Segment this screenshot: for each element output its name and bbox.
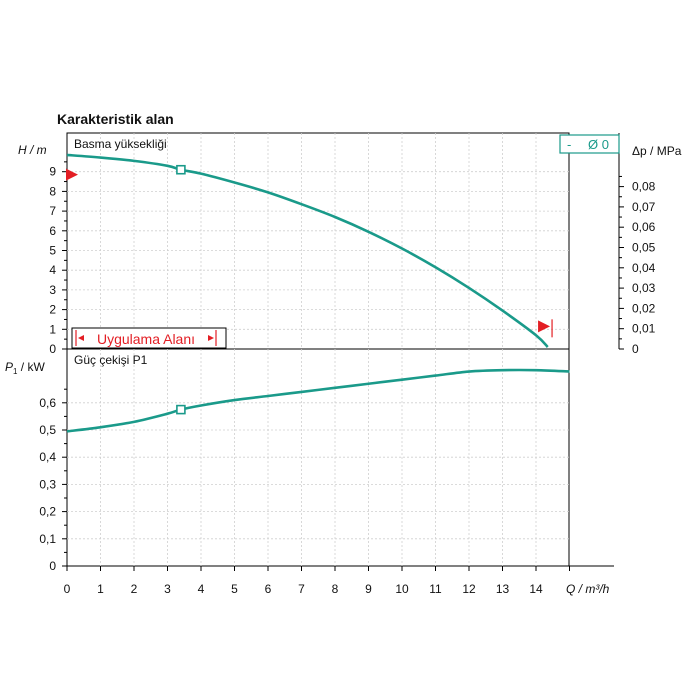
bottom-y-tick-labels: 0 0,1 0,2 0,3 0,4 0,5 0,6	[39, 396, 56, 573]
right-tick-label: 0,07	[632, 200, 656, 214]
x-tick-label: 1	[97, 582, 104, 596]
top-plot-frame	[66, 132, 570, 350]
top-y-tick-label: 6	[49, 224, 56, 238]
tick-marks	[62, 161, 624, 571]
series-legend: - Ø 0	[559, 134, 620, 154]
top-y-tick-label: 9	[49, 165, 56, 179]
operating-point-power	[176, 404, 186, 415]
top-y-tick-label: 3	[49, 283, 56, 297]
x-tick-label: 14	[529, 582, 543, 596]
x-tick-labels: 0 1 2 3 4 5 6 7 8 9 10 11 12 13 14	[64, 582, 543, 596]
top-y-tick-label: 0	[49, 342, 56, 356]
top-y-tick-label: 5	[49, 244, 56, 258]
top-y-tick-label: 2	[49, 303, 56, 317]
chart-title: Karakteristik alan	[57, 111, 174, 127]
right-tick-label: 0,08	[632, 180, 656, 194]
top-panel-label: Basma yüksekliği	[74, 137, 167, 151]
right-tick-label: 0,02	[632, 301, 656, 315]
right-marker-icon	[538, 320, 551, 333]
x-tick-label: 7	[298, 582, 305, 596]
x-tick-label: 9	[365, 582, 372, 596]
application-area-frame	[71, 327, 227, 349]
legend-dash: -	[567, 137, 571, 152]
right-tick-label: 0,05	[632, 241, 656, 255]
top-y-tick-labels: 0 1 2 3 4 5 6 7 8 9	[49, 165, 56, 356]
x-tick-label: 13	[496, 582, 510, 596]
top-y-tick-label: 8	[49, 184, 56, 198]
arrow-left-icon	[78, 335, 84, 341]
application-area-box: Uygulama Alanı	[71, 327, 227, 349]
bottom-y-tick-label: 0	[49, 559, 56, 573]
bottom-y-axis-label: P1 / kW	[5, 360, 45, 376]
x-tick-label: 5	[231, 582, 238, 596]
x-tick-label: 12	[462, 582, 476, 596]
right-tick-label: 0,06	[632, 220, 656, 234]
operating-point-head	[176, 164, 186, 175]
x-tick-label: 6	[265, 582, 272, 596]
top-y-tick-label: 1	[49, 322, 56, 336]
grid-lines	[67, 133, 569, 566]
left-marker-icon	[66, 168, 78, 181]
head-curve	[66, 153, 549, 348]
x-tick-label: 0	[64, 582, 71, 596]
top-y-tick-label: 7	[49, 204, 56, 218]
top-right-tick-labels: 0 0,01 0,02 0,03 0,04 0,05 0,06 0,07 0,08	[632, 180, 656, 356]
right-tick-label: 0,03	[632, 281, 656, 295]
right-axis-label: Δp / MPa	[632, 144, 682, 158]
x-tick-label: 4	[198, 582, 205, 596]
application-area-label: Uygulama Alanı	[97, 331, 195, 347]
legend-label: Ø 0	[588, 137, 609, 152]
bottom-plot-frame	[66, 348, 570, 567]
bottom-panel-label: Güç çekişi P1	[74, 353, 148, 367]
right-tick-label: 0,04	[632, 261, 656, 275]
bottom-y-tick-label: 0,2	[39, 505, 56, 519]
series-lines	[66, 153, 570, 433]
bottom-y-tick-label: 0,5	[39, 423, 56, 437]
x-tick-label: 11	[429, 582, 442, 596]
arrow-right-icon	[208, 335, 214, 341]
markers	[66, 164, 553, 415]
legend-box	[559, 134, 620, 154]
right-tick-label: 0	[632, 342, 639, 356]
x-tick-label: 10	[395, 582, 409, 596]
right-tick-label: 0,01	[632, 322, 656, 336]
top-y-axis-label: H / m	[18, 143, 47, 157]
bottom-y-tick-label: 0,4	[39, 450, 56, 464]
bottom-y-tick-label: 0,6	[39, 396, 56, 410]
power-curve	[66, 368, 570, 433]
x-tick-label: 8	[332, 582, 339, 596]
bottom-y-tick-label: 0,1	[39, 532, 56, 546]
x-tick-label: 2	[131, 582, 138, 596]
top-y-tick-label: 4	[49, 263, 56, 277]
bottom-y-tick-label: 0,3	[39, 477, 56, 491]
x-axis-label: Q / m³/h	[566, 582, 610, 596]
x-tick-label: 3	[164, 582, 171, 596]
